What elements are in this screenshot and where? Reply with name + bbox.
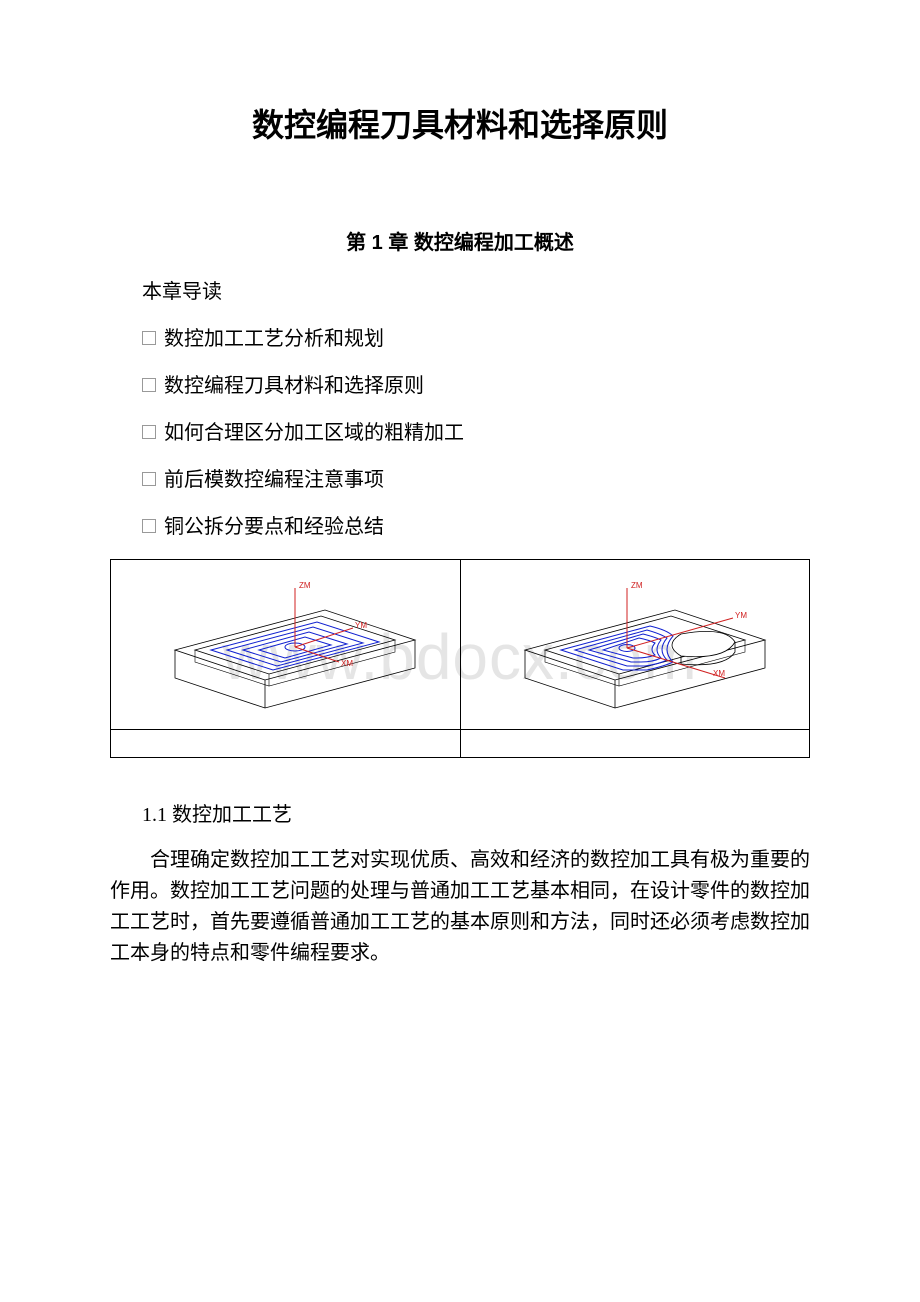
diagram-right: ZM YM XM — [475, 570, 795, 720]
bullet-item: 如何合理区分加工区域的粗精加工 — [142, 416, 810, 445]
page-title: 数控编程刀具材料和选择原则 — [110, 100, 810, 146]
figure-caption-left — [111, 730, 461, 758]
diagram-left: ZM YM XM — [125, 570, 445, 720]
axis-label-x: XM — [341, 659, 353, 668]
axis-label-z: ZM — [299, 581, 311, 590]
bullet-item: 前后模数控编程注意事项 — [142, 463, 810, 492]
bullet-list: 数控加工工艺分析和规划 数控编程刀具材料和选择原则 如何合理区分加工区域的粗精加… — [110, 322, 810, 539]
section-heading: 1.1 数控加工工艺 — [110, 798, 810, 827]
axis-label-y: YM — [735, 611, 747, 620]
figure-table: ZM YM XM — [110, 559, 810, 758]
figure-caption-right — [460, 730, 810, 758]
bullet-item: 数控加工工艺分析和规划 — [142, 322, 810, 351]
intro-label: 本章导读 — [110, 275, 810, 304]
figure-cell-left: ZM YM XM — [111, 560, 461, 730]
axis-label-x: XM — [713, 669, 725, 678]
body-paragraph: 合理确定数控加工工艺对实现优质、高效和经济的数控加工具有极为重要的作用。数控加工… — [110, 845, 810, 969]
figure-cell-right: ZM YM XM — [460, 560, 810, 730]
bullet-item: 数控编程刀具材料和选择原则 — [142, 369, 810, 398]
bullet-item: 铜公拆分要点和经验总结 — [142, 510, 810, 539]
axis-label-y: YM — [355, 621, 367, 630]
chapter-heading: 第 1 章 数控编程加工概述 — [110, 226, 810, 255]
axis-label-z: ZM — [631, 581, 643, 590]
